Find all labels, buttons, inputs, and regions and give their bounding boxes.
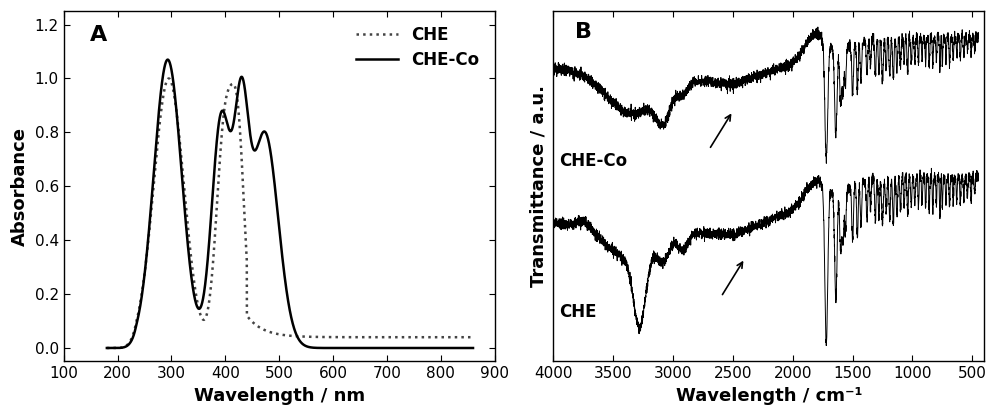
Text: B: B [575, 22, 592, 42]
Text: CHE-Co: CHE-Co [559, 152, 628, 170]
X-axis label: Wavelength / nm: Wavelength / nm [194, 387, 365, 405]
X-axis label: Wavelength / cm⁻¹: Wavelength / cm⁻¹ [676, 387, 862, 405]
Legend: CHE, CHE-Co: CHE, CHE-Co [350, 20, 486, 75]
Text: CHE: CHE [559, 303, 597, 322]
Y-axis label: Absorbance: Absorbance [11, 127, 29, 246]
Text: A: A [90, 25, 107, 45]
Y-axis label: Transmittance / a.u.: Transmittance / a.u. [530, 85, 548, 287]
